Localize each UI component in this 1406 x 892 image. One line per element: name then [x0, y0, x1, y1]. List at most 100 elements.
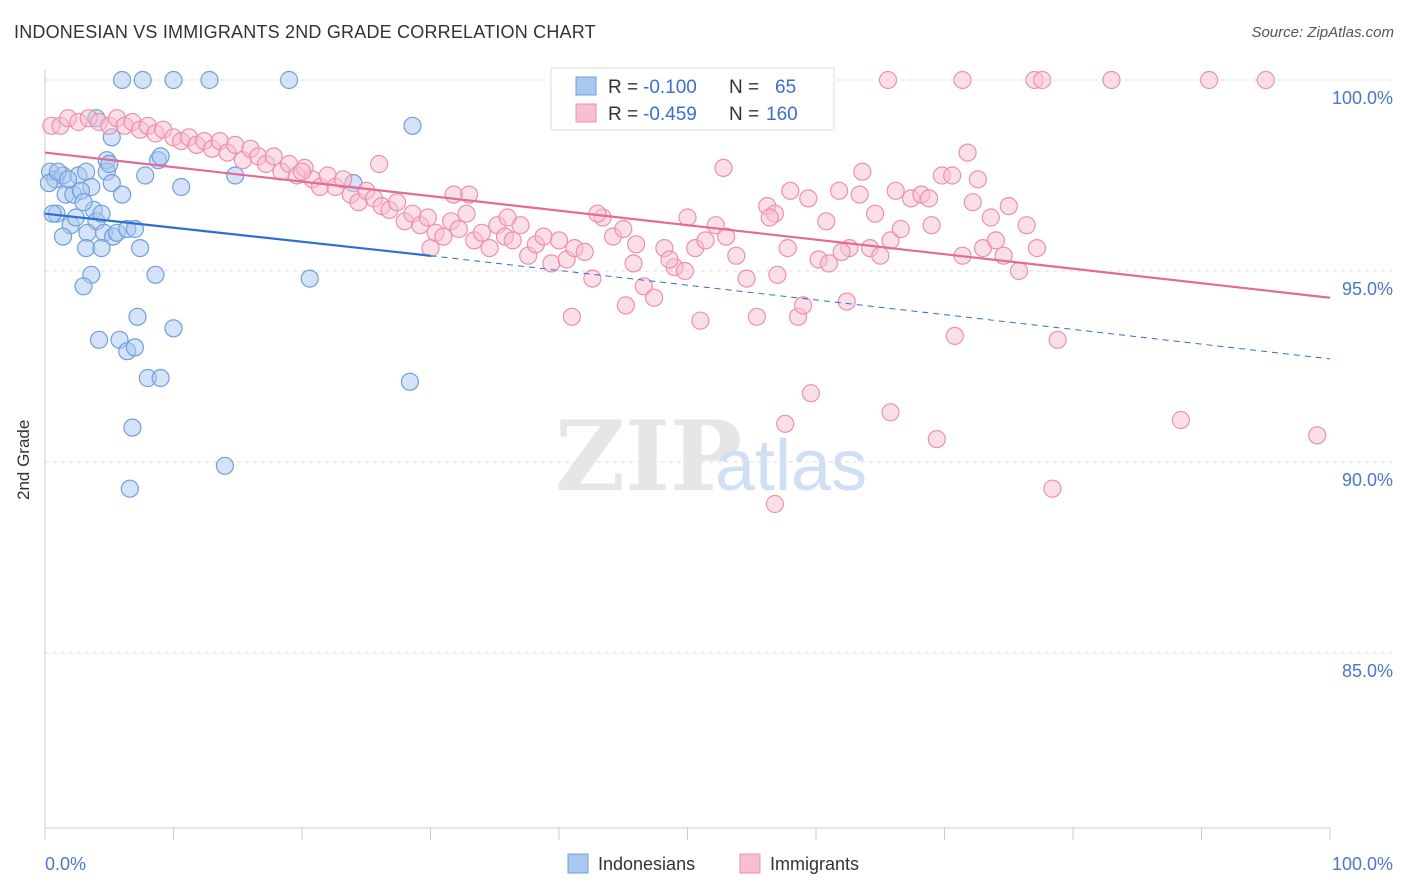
- immigrant-point: [1200, 70, 1219, 90]
- indonesian-point: [74, 193, 93, 212]
- bottom-legend-immigrants: Immigrants: [770, 854, 859, 874]
- immigrant-point: [1043, 479, 1062, 498]
- immigrant-point: [737, 269, 756, 288]
- legend-r-value-2: -0.459: [643, 104, 697, 125]
- immigrant-point: [716, 227, 736, 246]
- legend-n-label-1: N =: [729, 77, 759, 98]
- bottom-legend: Indonesians Immigrants: [567, 853, 859, 874]
- legend-swatch-immigrants: [575, 103, 597, 123]
- indonesian-point: [151, 368, 170, 388]
- immigrant-point: [534, 227, 553, 246]
- immigrant-point: [1033, 70, 1052, 90]
- y-tick-label-2: 90.0%: [1342, 470, 1393, 490]
- immigrant-point: [334, 170, 353, 189]
- immigrant-point: [953, 70, 972, 90]
- indonesian-point: [112, 70, 132, 90]
- y-tick-label-3: 85.0%: [1342, 661, 1393, 681]
- immigrant-point: [886, 181, 905, 200]
- indonesian-point: [164, 319, 183, 338]
- immigrant-point: [562, 307, 582, 326]
- bottom-legend-indonesians: Indonesians: [598, 854, 695, 874]
- immigrant-point: [999, 197, 1018, 216]
- immigrant-point: [881, 403, 900, 422]
- immigrant-point: [434, 227, 453, 246]
- indonesian-point: [128, 307, 147, 326]
- indonesian-point: [172, 177, 191, 197]
- immigrant-point: [660, 250, 679, 269]
- immigrant-point: [696, 231, 715, 250]
- immigrant-point: [472, 223, 491, 242]
- immigrant-point: [614, 219, 633, 239]
- immigrant-point: [768, 265, 787, 284]
- immigrant-point: [776, 414, 795, 433]
- immigrant-point: [945, 326, 964, 345]
- bottom-legend-swatch-immigrants: [739, 853, 761, 874]
- legend-r-label-2: R =: [608, 104, 638, 125]
- immigrant-point: [1048, 330, 1067, 349]
- indonesian-point: [76, 162, 96, 181]
- indonesian-point: [403, 116, 422, 135]
- indonesian-point: [92, 239, 111, 258]
- immigrant-point: [1027, 239, 1047, 258]
- indonesian-point: [102, 174, 121, 193]
- immigrant-point: [765, 494, 785, 514]
- immigrant-point: [958, 143, 977, 162]
- immigrant-point: [626, 235, 646, 254]
- immigrant-point: [449, 219, 468, 239]
- immigrant-point: [819, 254, 839, 273]
- immigrant-point: [747, 307, 767, 326]
- immigrant-point: [616, 296, 635, 315]
- immigrant-point: [624, 254, 643, 273]
- indonesian-point: [300, 269, 319, 288]
- legend-swatch-indonesians: [575, 76, 597, 96]
- immigrant-point: [634, 277, 653, 296]
- indonesian-point: [53, 227, 73, 246]
- immigrant-point: [853, 162, 872, 181]
- chart-title: INDONESIAN VS IMMIGRANTS 2ND GRADE CORRE…: [14, 22, 596, 42]
- watermark: ZIP atlas: [555, 400, 867, 513]
- legend-n-value-2: 160: [766, 104, 798, 125]
- immigrant-point: [919, 189, 939, 208]
- legend-r-value-1: -0.100: [643, 77, 697, 98]
- legend-n-label-2: N =: [729, 104, 759, 125]
- immigrant-point: [850, 185, 869, 204]
- immigrant-point: [778, 239, 797, 258]
- immigrant-point: [691, 311, 710, 330]
- indonesian-point: [100, 154, 119, 174]
- immigrant-point: [799, 189, 818, 208]
- immigrant-point: [1017, 216, 1036, 235]
- immigrant-point: [370, 154, 389, 174]
- watermark-zip: ZIP: [555, 400, 742, 513]
- immigrant-point: [922, 216, 941, 235]
- y-tick-labels: 100.0% 95.0% 90.0% 85.0%: [1332, 88, 1393, 681]
- immigrant-point: [871, 246, 890, 265]
- immigrant-point: [865, 204, 885, 223]
- indonesian-point: [280, 70, 299, 90]
- immigrants-trend-line: [44, 151, 1331, 299]
- immigrant-point: [714, 158, 733, 177]
- indonesian-point: [76, 239, 96, 258]
- immigrant-point: [444, 185, 463, 204]
- x-tick-labels: 0.0% 100.0%: [45, 854, 1393, 874]
- indonesian-point: [200, 70, 219, 90]
- immigrant-point: [575, 242, 594, 261]
- indonesians-trend-line: [44, 212, 431, 257]
- immigrant-point: [968, 170, 988, 189]
- legend-n-value-1: 65: [775, 77, 796, 98]
- immigrant-point: [226, 135, 245, 154]
- indonesian-point: [92, 204, 111, 223]
- immigrant-point: [891, 219, 910, 239]
- immigrant-point: [817, 212, 836, 231]
- immigrant-point: [943, 166, 962, 185]
- indonesian-point: [400, 372, 419, 391]
- immigrants-points: [42, 70, 1327, 514]
- indonesian-point: [58, 170, 78, 189]
- watermark-atlas: atlas: [715, 426, 867, 506]
- immigrant-point: [1102, 70, 1121, 90]
- indonesian-point: [215, 456, 234, 475]
- immigrant-point: [292, 162, 312, 181]
- immigrant-point: [727, 246, 746, 265]
- indonesian-point: [123, 418, 142, 437]
- y-tick-label-1: 95.0%: [1342, 279, 1393, 299]
- source-label: Source: ZipAtlas.com: [1251, 24, 1394, 41]
